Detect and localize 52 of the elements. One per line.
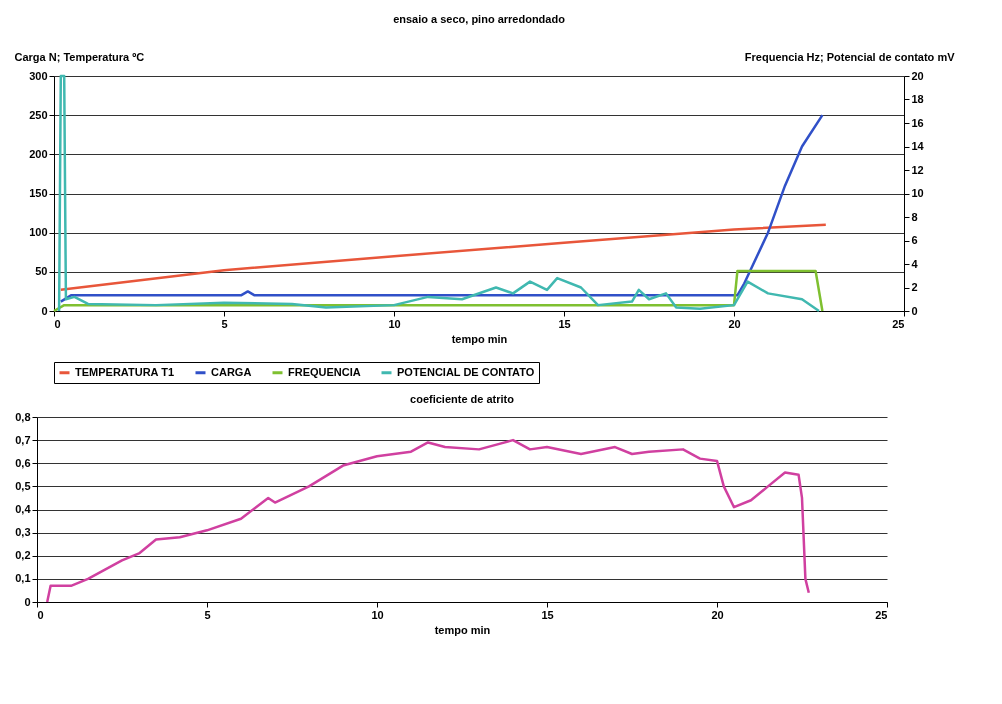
line-series <box>45 438 811 604</box>
x-tick-label: 25 <box>892 317 905 330</box>
y-tick-label: 200 <box>29 147 48 160</box>
y2-tick-label: 14 <box>911 140 925 152</box>
y2-tick-label: 10 <box>911 187 924 199</box>
x-tick-label: 5 <box>204 608 211 621</box>
x-axis-title: tempo min <box>451 332 508 345</box>
x-tick-label: 5 <box>221 317 228 330</box>
y2-tick-label: 18 <box>911 93 924 105</box>
x-axis-title: tempo min <box>434 623 491 636</box>
y-tick-label: 0,7 <box>15 433 31 446</box>
y-tick-label: 300 <box>29 69 48 82</box>
y-tick-label: 50 <box>35 265 48 278</box>
y-axis-title: Carga N; Temperatura ºC <box>14 50 145 63</box>
x-tick-label: 25 <box>875 608 888 621</box>
x-tick-label: 15 <box>541 608 554 621</box>
y-tick-label: 150 <box>29 187 48 199</box>
chart-title: ensaio a seco, pino arredondado <box>393 13 566 25</box>
y2-tick-label: 6 <box>911 234 918 246</box>
y-tick-label: 0 <box>24 595 31 608</box>
y-tick-label: 0,5 <box>15 479 31 492</box>
y2-tick-label: 8 <box>911 210 918 223</box>
legend-label: TEMPERATURA T1 <box>75 365 174 378</box>
x-tick-label: 0 <box>54 317 61 330</box>
legend-label: FREQUENCIA <box>288 365 361 378</box>
y-tick-label: 0 <box>41 304 48 317</box>
y2-tick-label: 16 <box>911 116 924 129</box>
chart-title: coeficiente de atrito <box>410 393 515 405</box>
x-tick-label: 15 <box>558 317 571 330</box>
y-tick-label: 250 <box>29 108 48 121</box>
y2-axis-title: Frequencia Hz; Potencial de contato mV <box>744 50 956 63</box>
line-series <box>59 113 824 303</box>
legend-label: CARGA <box>211 365 252 378</box>
y-tick-label: 0,3 <box>15 526 31 539</box>
x-tick-label: 10 <box>388 317 401 330</box>
line-series <box>57 74 821 313</box>
y-tick-label: 100 <box>29 226 48 239</box>
y-tick-label: 0,8 <box>15 410 31 423</box>
x-tick-label: 10 <box>371 608 384 621</box>
legend-label: POTENCIAL DE CONTATO <box>397 365 535 378</box>
y-tick-label: 0,4 <box>15 503 32 515</box>
y2-tick-label: 0 <box>911 304 918 317</box>
line-series <box>59 223 828 292</box>
y-tick-label: 0,2 <box>15 549 31 562</box>
y2-tick-label: 2 <box>911 281 918 293</box>
y-tick-label: 0,1 <box>15 572 31 585</box>
x-tick-label: 20 <box>711 608 724 621</box>
x-tick-label: 20 <box>728 317 741 330</box>
y2-tick-label: 20 <box>911 69 924 82</box>
y2-tick-label: 12 <box>911 163 924 176</box>
y2-tick-label: 4 <box>911 257 919 270</box>
y-tick-label: 0,6 <box>15 456 31 469</box>
